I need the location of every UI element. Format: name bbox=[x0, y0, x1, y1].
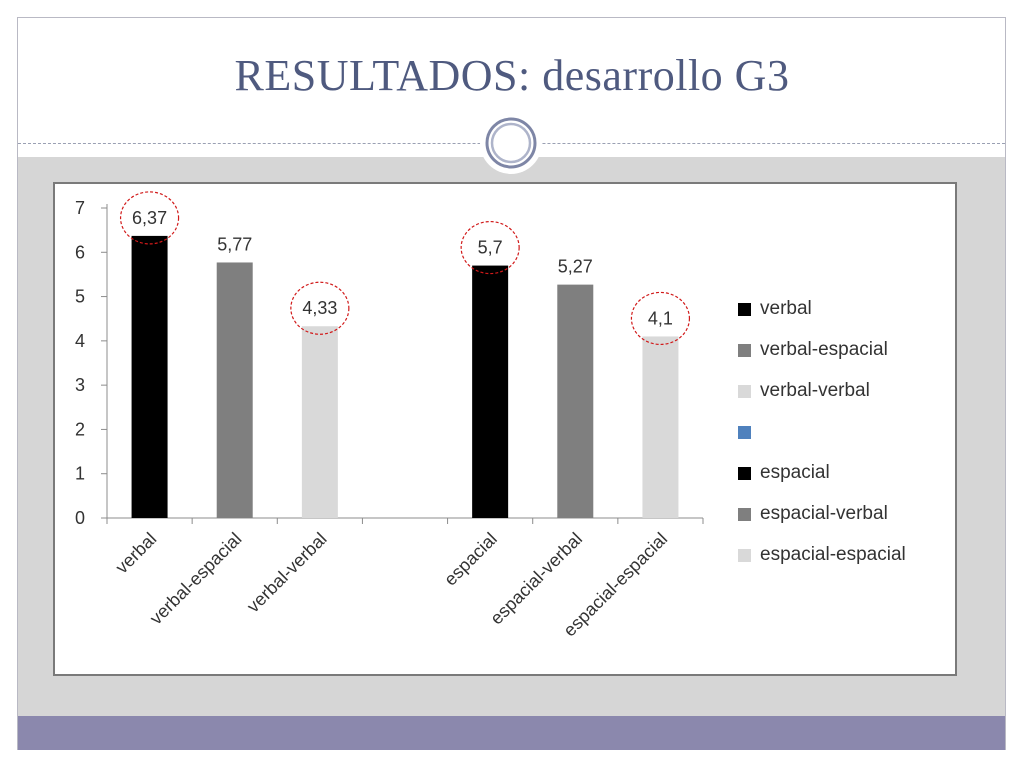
data-label-verbal-verbal: 4,33 bbox=[302, 298, 337, 318]
bar-espacial-espacial bbox=[642, 336, 679, 518]
legend-label: verbal-espacial bbox=[760, 339, 888, 360]
y-tick-label: 7 bbox=[75, 198, 85, 218]
legend-swatch bbox=[738, 343, 751, 357]
legend-swatch bbox=[738, 302, 751, 316]
slide-title: RESULTADOS: desarrollo G3 bbox=[234, 51, 790, 100]
bar-verbal-verbal bbox=[301, 326, 338, 518]
bar-verbal bbox=[131, 235, 168, 518]
legend-item: espacial-espacial bbox=[738, 540, 906, 570]
legend-label: verbal-verbal bbox=[760, 380, 870, 401]
data-label-verbal: 6,37 bbox=[132, 208, 167, 228]
legend-swatch bbox=[738, 384, 751, 398]
bar-verbal-espacial bbox=[216, 262, 253, 518]
x-tick-label-verbal: verbal bbox=[112, 529, 161, 578]
legend-item: verbal-verbal bbox=[738, 376, 870, 406]
highlight-circle bbox=[119, 191, 180, 245]
y-tick-label: 5 bbox=[75, 287, 85, 307]
y-tick-label: 4 bbox=[75, 331, 85, 351]
legend-label: verbal bbox=[760, 298, 812, 319]
y-tick-label: 6 bbox=[75, 242, 85, 262]
x-tick-label-verbal-espacial: verbal-espacial bbox=[146, 529, 246, 629]
bar-chart: 0 1 2 3 4 5 6 7 6,37 verbal 5,77 verbal-espacial 4,3… bbox=[75, 191, 704, 640]
y-tick-label: 1 bbox=[75, 464, 85, 484]
legend-swatch bbox=[738, 466, 751, 480]
highlight-circle bbox=[290, 281, 350, 335]
y-tick-label: 3 bbox=[75, 375, 85, 395]
legend-swatch bbox=[738, 507, 751, 521]
x-tick-label-verbal-verbal: verbal-verbal bbox=[243, 529, 331, 617]
legend-item: verbal bbox=[738, 294, 812, 324]
bar-espacial bbox=[472, 265, 509, 518]
circle-ornament-icon bbox=[480, 112, 542, 174]
legend-label: espacial bbox=[760, 462, 830, 483]
legend-item: espacial-verbal bbox=[738, 499, 888, 529]
chart-panel: 0 1 2 3 4 5 6 7 6,37 verbal 5,77 verbal-espacial 4,3… bbox=[53, 182, 957, 676]
legend-label: espacial-espacial bbox=[760, 544, 906, 565]
y-tick-label: 0 bbox=[75, 508, 85, 528]
highlight-circle bbox=[460, 220, 520, 275]
legend-item bbox=[738, 417, 760, 447]
data-label-espacial-verbal: 5,27 bbox=[558, 257, 593, 277]
data-label-espacial: 5,7 bbox=[478, 238, 503, 258]
legend-label: espacial-verbal bbox=[760, 503, 888, 524]
data-label-verbal-espacial: 5,77 bbox=[217, 234, 252, 254]
legend-item: verbal-espacial bbox=[738, 335, 888, 365]
legend-swatch bbox=[738, 425, 751, 439]
legend-swatch bbox=[738, 548, 751, 562]
data-label-espacial-espacial: 4,1 bbox=[648, 308, 673, 328]
x-tick-label-espacial: espacial bbox=[440, 529, 501, 590]
bottom-bar bbox=[18, 716, 1005, 750]
highlight-circle bbox=[630, 291, 691, 346]
bar-espacial-verbal bbox=[557, 284, 594, 518]
y-tick-label: 2 bbox=[75, 419, 85, 439]
legend-item: espacial bbox=[738, 458, 830, 488]
